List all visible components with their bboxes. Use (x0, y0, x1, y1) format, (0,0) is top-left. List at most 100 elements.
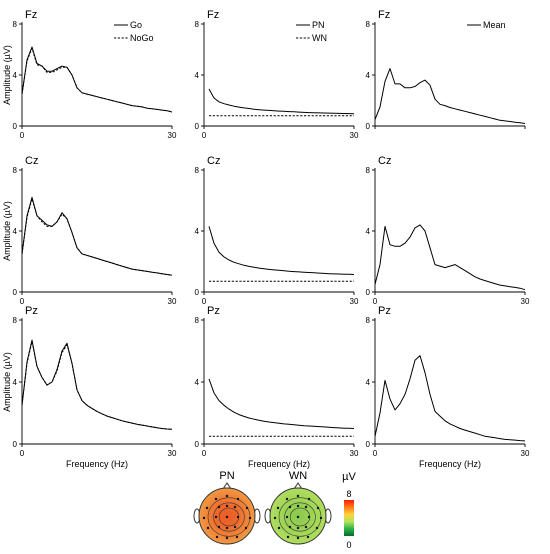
electrode-dot (304, 505, 308, 509)
series-line-nogo (21, 47, 173, 113)
series-line-2 (21, 341, 173, 430)
y-tick-label: 8 (366, 20, 371, 29)
legend-label: Mean (483, 20, 506, 30)
colorbar-min-label: 0 (346, 540, 351, 550)
electrode-dot (296, 536, 300, 540)
electrode-dot (296, 515, 300, 519)
x-tick-label: 30 (350, 297, 359, 306)
x-tick-label: 0 (202, 449, 207, 458)
series-line-1 (21, 339, 173, 430)
y-tick-label: 8 (13, 316, 18, 325)
series-line-1 (374, 355, 526, 442)
electrode-dot (233, 505, 237, 509)
y-tick-label: 0 (195, 440, 200, 449)
y-tick-label: 4 (366, 71, 371, 80)
panel-1-2: 0 4 8 0 30 Fz PN WN (195, 9, 359, 140)
legend-label: Go (130, 20, 142, 30)
electrode-dot (316, 506, 320, 510)
electrode-dot (244, 526, 248, 530)
electrode-dot (225, 526, 229, 530)
y-axis-label: Amplitude (µV) (2, 45, 12, 105)
y-tick-label: 8 (195, 316, 200, 325)
y-tick-label: 8 (195, 166, 200, 175)
legend-label: WN (312, 33, 327, 43)
panel-title: Cz (207, 155, 220, 167)
y-tick-label: 0 (195, 288, 200, 297)
x-tick-label: 0 (373, 449, 378, 458)
panel-title: Fz (378, 9, 390, 21)
electrode-dot (276, 506, 280, 510)
electrode-dot (277, 526, 281, 530)
series-line-mean (374, 68, 526, 124)
x-tick-label: 30 (350, 131, 359, 140)
y-tick-label: 0 (366, 440, 371, 449)
topomap-label: PN (219, 470, 234, 482)
y-tick-label: 8 (366, 166, 371, 175)
x-axis-label: Frequency (Hz) (248, 459, 310, 469)
contour-line (213, 502, 245, 532)
series-line-go (21, 46, 173, 113)
x-tick-label: 0 (373, 297, 378, 306)
panel-3-1: 0 4 8 0 30 Pz Amplitude (µV) Frequency (Hz) (2, 305, 177, 469)
electrode-dot (286, 535, 290, 539)
electrode-dot (273, 516, 277, 520)
topomap-label: WN (289, 470, 307, 482)
series-line-2 (21, 198, 173, 276)
y-tick-label: 0 (366, 288, 371, 297)
x-tick-label: 0 (20, 449, 25, 458)
colorbar-unit: µV (342, 471, 356, 483)
colorbar-gradient (344, 500, 354, 536)
contour-line (284, 502, 316, 532)
electrode-dot (306, 535, 310, 539)
y-axis-label: Amplitude (µV) (2, 352, 12, 412)
electrode-dot (307, 515, 311, 519)
electrode-dot (319, 516, 323, 520)
y-tick-label: 0 (195, 122, 200, 131)
legend-label: NoGo (130, 33, 154, 43)
legend-label: PN (312, 20, 325, 30)
y-tick-label: 4 (13, 227, 18, 236)
electrode-dot (285, 515, 289, 519)
y-tick-label: 4 (195, 227, 200, 236)
x-axis-label: Frequency (Hz) (419, 459, 481, 469)
topomap-wn: WN (264, 470, 332, 545)
x-axis-label: Frequency (Hz) (66, 459, 128, 469)
electrode-dot (217, 525, 221, 529)
series-line-1 (208, 226, 355, 275)
x-tick-label: 0 (20, 297, 25, 306)
x-tick-label: 30 (350, 449, 359, 458)
electrode-dot (225, 504, 229, 508)
y-tick-label: 4 (13, 378, 18, 387)
electrode-dot (236, 497, 240, 501)
panel-title: Pz (207, 305, 220, 317)
panel-title: Cz (378, 155, 391, 167)
panel-3-3: 0 4 8 0 30 Pz Frequency (Hz) (366, 305, 530, 469)
series-line-1 (208, 378, 355, 429)
electrode-dot (304, 525, 308, 529)
electrode-dot (215, 535, 219, 539)
panel-title: Cz (25, 155, 38, 167)
y-tick-label: 4 (13, 71, 18, 80)
electrode-dot (233, 525, 237, 529)
y-tick-label: 4 (366, 378, 371, 387)
x-tick-label: 0 (202, 131, 207, 140)
y-tick-label: 0 (13, 288, 18, 297)
electrode-dot (236, 515, 240, 519)
colorbar: µV 8 0 (342, 471, 356, 550)
y-tick-label: 0 (366, 122, 371, 131)
electrode-dot (205, 506, 209, 510)
electrode-dot (225, 536, 229, 540)
electrode-dot (225, 494, 229, 498)
panel-2-3: 0 4 8 0 30 Cz (366, 155, 530, 306)
electrode-dot (285, 497, 289, 501)
panel-3-2: 0 4 8 0 30 Pz Frequency (Hz) (195, 305, 359, 469)
electrode-dot (288, 505, 292, 509)
electrode-dot (307, 497, 311, 501)
electrode-dot (296, 526, 300, 530)
y-tick-label: 4 (195, 378, 200, 387)
x-tick-label: 0 (20, 131, 25, 140)
electrode-dot (296, 494, 300, 498)
x-tick-label: 30 (168, 131, 177, 140)
electrode-dot (296, 504, 300, 508)
